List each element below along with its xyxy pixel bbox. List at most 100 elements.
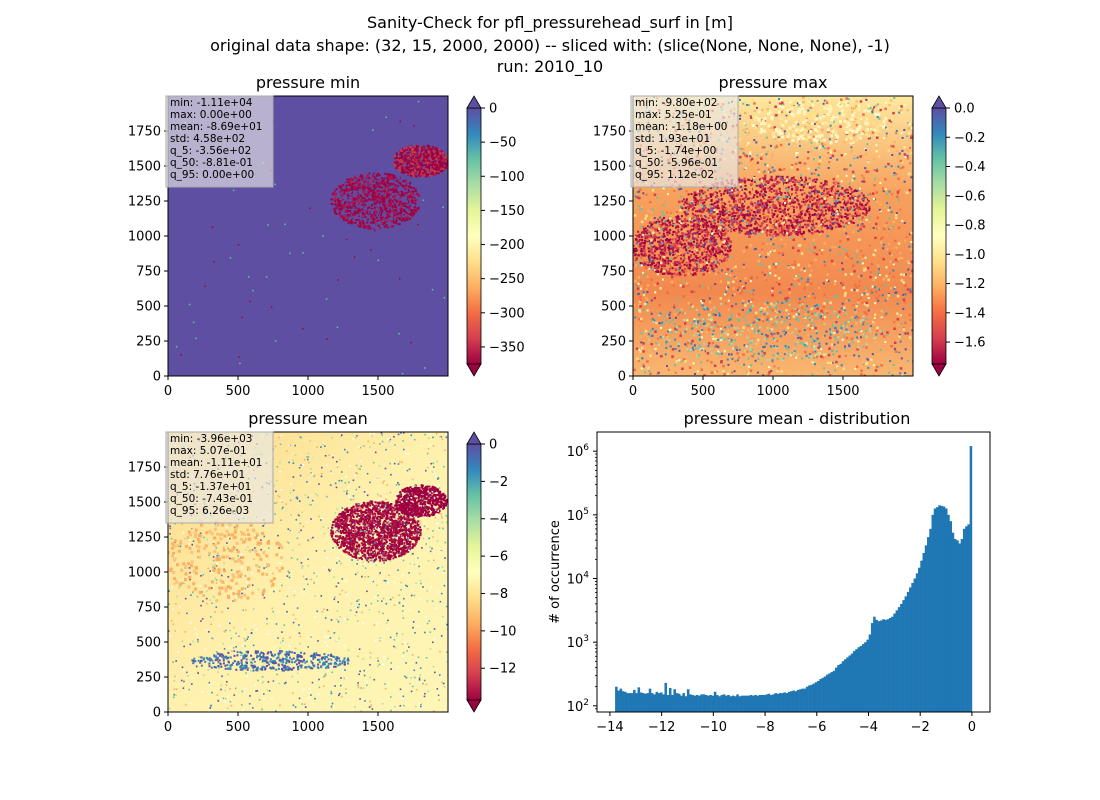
colorbar-tick-label: −1.4 [954, 306, 986, 321]
histogram-bar [630, 693, 634, 712]
histogram-bar [947, 514, 950, 712]
histogram-bar [749, 695, 753, 712]
stats-line: max: 5.25e-01 [635, 109, 712, 121]
stats-line: std: 1.93e+01 [635, 133, 710, 145]
histogram-bar [621, 691, 625, 712]
histogram-bar [765, 694, 768, 712]
stats-line: min: -3.96e+03 [170, 433, 252, 445]
histogram-bar [924, 545, 928, 712]
histogram-bar [668, 688, 672, 712]
histogram-bar [644, 693, 647, 712]
y-tick-label: 1750 [128, 125, 161, 140]
colorbar-tick-label: −1.2 [954, 277, 986, 292]
colorbar-tick-label: 0 [489, 438, 497, 453]
histogram-bar [803, 688, 807, 712]
histogram-bar [855, 649, 858, 712]
histogram-bar [967, 524, 970, 712]
y-tick-label: 1000 [128, 230, 161, 245]
histogram-bar [794, 691, 798, 712]
histogram-bar [677, 693, 681, 712]
stats-line: std: 4.58e+02 [170, 133, 245, 145]
colorbar-tick-label: −1.6 [954, 336, 986, 351]
histogram-bar [915, 573, 919, 712]
stats-line: min: -1.11e+04 [170, 97, 253, 109]
histogram-bar [767, 693, 771, 712]
histogram-bar [902, 600, 905, 712]
x-tick-label: 0 [164, 720, 172, 735]
colorbar-tick-label: −6 [489, 550, 508, 565]
colorbar-extend-top [931, 95, 947, 109]
histogram-bar [830, 672, 834, 712]
histogram-bar [702, 694, 706, 712]
histogram-bar [882, 619, 885, 712]
x-tick-label: 1500 [826, 384, 859, 399]
histogram-bar [707, 695, 710, 712]
y-tick-label: 250 [136, 671, 161, 686]
histogram-bar [909, 587, 912, 712]
panel-title: pressure mean [248, 409, 368, 428]
figure-title-line-2: original data shape: (32, 15, 2000, 2000… [210, 36, 890, 55]
histogram-bar [969, 446, 973, 712]
colorbar-tick-label: −100 [489, 170, 525, 185]
stats-line: mean: -1.18e+00 [635, 121, 727, 133]
histogram-bar [700, 694, 703, 712]
histogram-bar [655, 691, 659, 712]
histogram-bar [725, 695, 728, 712]
histogram-bar [904, 596, 908, 712]
histogram-bar [648, 688, 652, 712]
histogram-bar [684, 696, 688, 712]
colorbar-tick-label: −300 [489, 306, 525, 321]
y-tick-label: 1250 [128, 195, 161, 210]
histogram-bar [729, 696, 733, 712]
colorbar-tick-label: 0 [489, 102, 497, 117]
stats-line: q_5: -1.74e+00 [635, 145, 716, 157]
histogram-bar [848, 655, 852, 712]
histogram-bar [651, 693, 654, 712]
histogram-bar [743, 695, 746, 712]
histogram-bar [785, 693, 789, 712]
axes-frame [596, 431, 991, 713]
histogram-bar [686, 689, 690, 712]
histogram-bar [866, 639, 869, 712]
y-tick-label: 106 [567, 443, 590, 460]
histogram-bar [886, 619, 890, 712]
x-tick-label: −12 [648, 720, 675, 735]
colorbar-extend-top [466, 95, 482, 109]
histogram-bar [875, 619, 878, 712]
histogram-bar [799, 689, 802, 712]
y-tick-label: 1000 [593, 230, 626, 245]
histogram-bar [675, 693, 679, 712]
histogram-bar [680, 695, 683, 712]
histogram-bar [698, 695, 701, 712]
histogram-bar [659, 692, 663, 712]
colorbar-tick-label: −10 [489, 624, 516, 639]
histogram-bar [772, 694, 775, 712]
histogram-bar [826, 674, 829, 712]
histogram-bar [933, 508, 937, 712]
stats-line: q_5: -1.37e+01 [170, 481, 251, 493]
stats-line: q_50: -5.96e-01 [635, 157, 718, 169]
histogram-bar [763, 695, 766, 712]
histogram-bar [884, 619, 887, 712]
colorbar-tick-label: −4 [489, 512, 508, 527]
x-tick-label: 0 [968, 720, 976, 735]
colorbar-tick-label: −1.0 [954, 248, 986, 263]
histogram-bar [817, 681, 820, 712]
histogram-bar [841, 661, 845, 712]
histogram-bar [740, 695, 744, 712]
histogram-bar [624, 691, 627, 712]
histogram-bar [960, 539, 964, 712]
histogram-bar [635, 693, 638, 712]
histogram-bar [864, 642, 867, 712]
histogram-bar [821, 677, 825, 712]
histogram-bar [727, 695, 730, 712]
histogram-bar [846, 657, 849, 712]
stats-box [630, 95, 739, 188]
histogram-bar [801, 688, 804, 712]
colorbar-extend-top [466, 431, 482, 445]
x-tick-label: 1500 [361, 384, 394, 399]
histogram-bar [861, 644, 865, 712]
histogram-bar [877, 621, 881, 712]
histogram-bar [689, 694, 692, 712]
histogram-bar [918, 567, 921, 712]
